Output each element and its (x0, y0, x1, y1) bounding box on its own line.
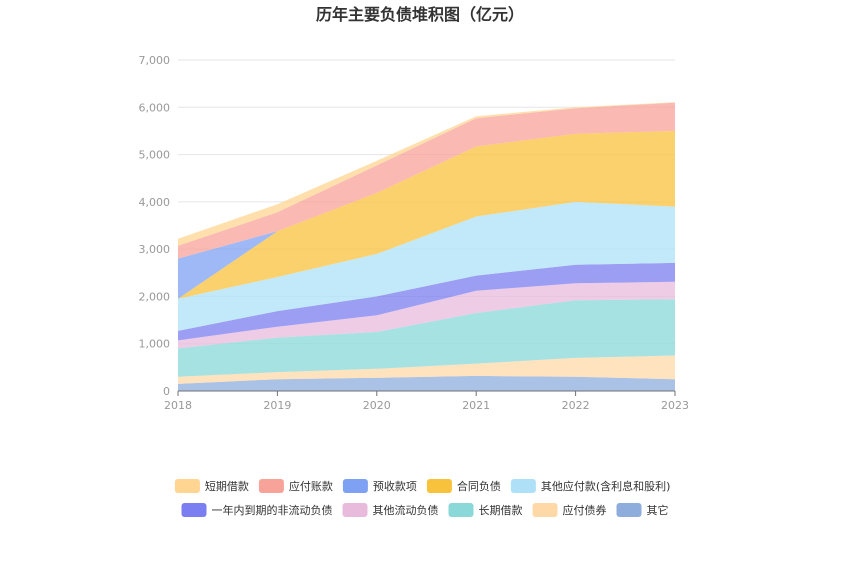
legend-swatch (426, 479, 452, 493)
legend-label: 应付债券 (563, 503, 607, 517)
legend-label: 其他流动负债 (373, 503, 439, 517)
legend-item[interactable]: 预收款项 (342, 479, 417, 493)
legend-label: 合同负债 (457, 479, 501, 493)
legend-swatch (532, 503, 558, 517)
legend-label: 一年内到期的非流动负债 (212, 503, 333, 517)
series-areas (178, 102, 675, 391)
x-tick-label: 2019 (263, 399, 291, 412)
area-series-2 (178, 299, 675, 377)
legend-item[interactable]: 其他应付款(含利息和股利) (510, 479, 671, 493)
legend-label: 长期借款 (479, 503, 523, 517)
legend-item[interactable]: 应付债券 (532, 503, 607, 517)
area-series-8 (178, 102, 675, 259)
y-tick-label: 3,000 (139, 243, 171, 256)
y-tick-label: 0 (163, 385, 170, 398)
x-tick-label: 2021 (462, 399, 490, 412)
legend-label: 应付账款 (289, 479, 333, 493)
legend-swatch (510, 479, 536, 493)
legend-swatch (448, 503, 474, 517)
legend-label: 其他应付款(含利息和股利) (541, 479, 671, 493)
x-tick-label: 2020 (363, 399, 391, 412)
legend-label: 短期借款 (205, 479, 249, 493)
area-series-4 (178, 262, 675, 341)
y-tick-label: 4,000 (139, 196, 171, 209)
legend-swatch (616, 503, 642, 517)
legend-item[interactable]: 其它 (616, 503, 669, 517)
y-tick-label: 7,000 (139, 54, 171, 67)
legend-swatch (342, 503, 368, 517)
legend-item[interactable]: 短期借款 (174, 479, 249, 493)
legend-swatch (174, 479, 200, 493)
axes: 0 1,000 2,000 3,000 4,000 5,000 6,000 7,000 2018… (139, 54, 690, 412)
legend-swatch (181, 503, 207, 517)
legend-item[interactable]: 合同负债 (426, 479, 501, 493)
legend-swatch (258, 479, 284, 493)
legend-label: 其它 (647, 503, 669, 517)
area-series-6 (178, 130, 675, 299)
legend-item[interactable]: 长期借款 (448, 503, 523, 517)
legend-item[interactable]: 应付账款 (258, 479, 333, 493)
area-series-5 (178, 201, 675, 331)
y-tick-label: 5,000 (139, 149, 171, 162)
y-tick-label: 2,000 (139, 290, 171, 303)
legend-item[interactable]: 一年内到期的非流动负债 (181, 503, 333, 517)
legend[interactable]: 短期借款 应付账款 预收款项 合同负债 其他应付款(含利息和股利) 一年内到期的非流动负债… (174, 479, 671, 517)
x-tick-label: 2023 (661, 399, 689, 412)
y-tick-label: 1,000 (139, 338, 171, 351)
x-tick-label: 2022 (562, 399, 590, 412)
y-tick-label: 6,000 (139, 101, 171, 114)
chart-title: 历年主要负债堆积图（亿元） (316, 5, 524, 24)
legend-item[interactable]: 其他流动负债 (342, 503, 439, 517)
legend-swatch (342, 479, 368, 493)
legend-label: 预收款项 (373, 479, 417, 493)
area-series-0 (178, 375, 675, 391)
area-series-3 (178, 281, 675, 349)
x-tick-label: 2018 (164, 399, 192, 412)
area-series-1 (178, 355, 675, 384)
